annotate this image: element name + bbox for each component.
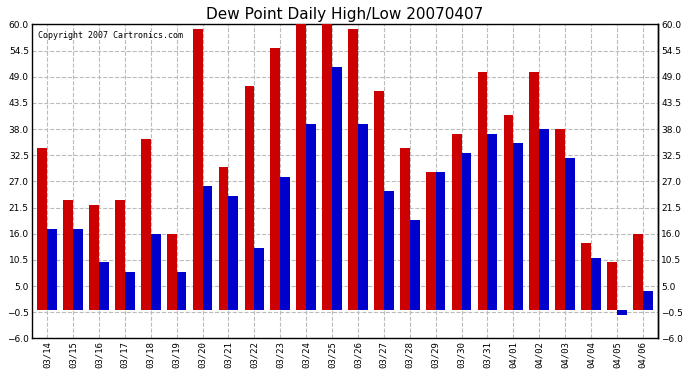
Bar [487,134,497,310]
Bar [193,29,203,310]
Bar [400,148,410,310]
Bar [89,205,99,310]
Bar [125,272,135,310]
Bar [73,229,83,310]
Bar [410,219,420,310]
Bar [374,91,384,310]
Title: Dew Point Daily High/Low 20070407: Dew Point Daily High/Low 20070407 [206,7,484,22]
Bar [141,139,150,310]
Bar [296,20,306,310]
Bar [270,48,280,310]
Bar [228,196,238,310]
Bar [177,272,186,310]
Bar [452,134,462,310]
Bar [477,72,487,310]
Bar [643,291,653,310]
Bar [219,167,228,310]
Bar [47,229,57,310]
Bar [426,172,435,310]
Bar [348,29,358,310]
Bar [513,143,523,310]
Bar [280,177,290,310]
Bar [167,234,177,310]
Bar [306,124,316,310]
Bar [591,258,601,310]
Bar [581,243,591,310]
Bar [607,262,617,310]
Bar [255,248,264,310]
Bar [540,129,549,310]
Bar [617,310,627,315]
Text: Copyright 2007 Cartronics.com: Copyright 2007 Cartronics.com [38,31,183,40]
Bar [63,201,73,310]
Bar [37,148,47,310]
Bar [565,158,575,310]
Bar [332,67,342,310]
Bar [435,172,446,310]
Bar [633,234,643,310]
Bar [384,191,394,310]
Bar [99,262,109,310]
Bar [115,201,125,310]
Bar [203,186,213,310]
Bar [529,72,540,310]
Bar [322,24,332,310]
Bar [150,234,161,310]
Bar [244,86,255,310]
Bar [504,115,513,310]
Bar [462,153,471,310]
Bar [358,124,368,310]
Bar [555,129,565,310]
